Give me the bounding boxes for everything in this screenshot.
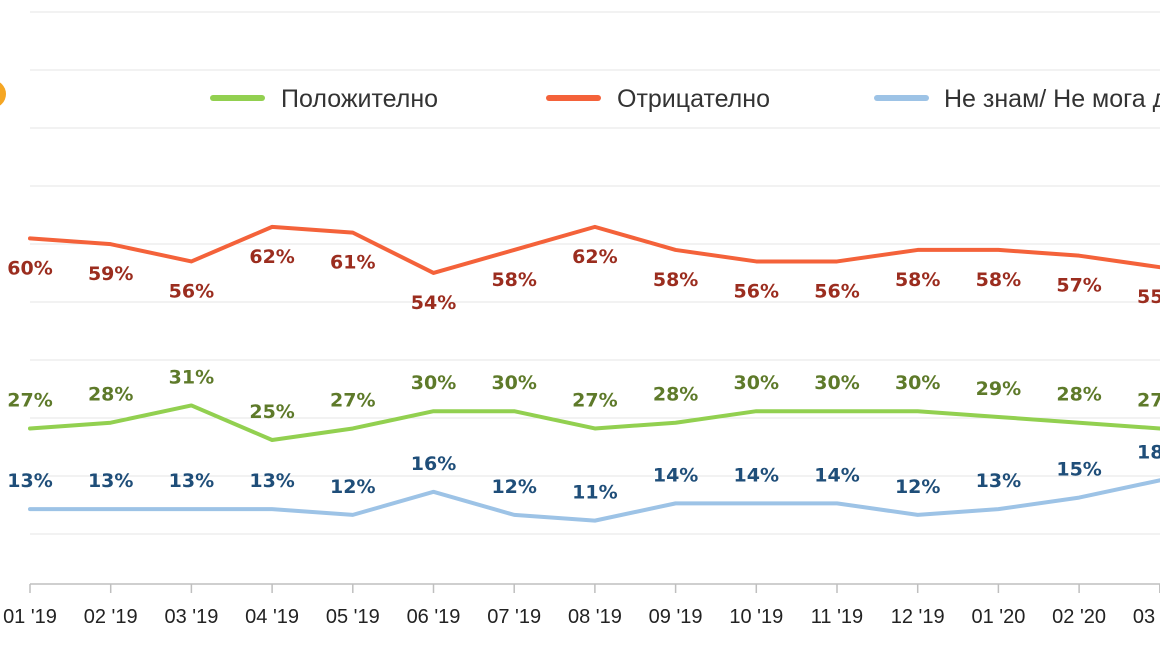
data-label: 25% xyxy=(249,401,294,423)
data-label: 27% xyxy=(330,389,375,411)
legend-label: Положително xyxy=(281,85,438,113)
data-label: 56% xyxy=(169,280,214,302)
data-label: 30% xyxy=(491,372,536,394)
data-label: 28% xyxy=(653,384,698,406)
data-label: 56% xyxy=(734,280,779,302)
data-label: 30% xyxy=(895,372,940,394)
data-label: 58% xyxy=(491,269,536,291)
data-label: 14% xyxy=(814,464,859,486)
data-label: 13% xyxy=(7,470,52,492)
data-label: 57% xyxy=(1056,275,1101,297)
x-tick-label: 12 '19 xyxy=(891,606,945,628)
x-tick-label: 07 '19 xyxy=(487,606,541,628)
x-tick-label: 02 '19 xyxy=(84,606,138,628)
data-label: 27% xyxy=(572,389,617,411)
data-label: 29% xyxy=(976,378,1021,400)
x-tick-label: 01 '19 xyxy=(3,606,57,628)
data-label: 27% xyxy=(1137,389,1160,411)
legend-label: Не знам/ Не мога да преценя xyxy=(944,85,1160,113)
data-label: 12% xyxy=(330,476,375,498)
data-label: 55% xyxy=(1137,286,1160,308)
x-tick-label: 05 '19 xyxy=(326,606,380,628)
data-label: 14% xyxy=(653,464,698,486)
data-label: 13% xyxy=(249,470,294,492)
data-label: 62% xyxy=(249,246,294,268)
data-label: 15% xyxy=(1056,459,1101,481)
x-tick-label: 04 '19 xyxy=(245,606,299,628)
data-label: 60% xyxy=(7,257,52,279)
data-label: 58% xyxy=(653,269,698,291)
data-label: 58% xyxy=(895,269,940,291)
data-label: 56% xyxy=(814,280,859,302)
data-label: 13% xyxy=(976,470,1021,492)
data-label: 18% xyxy=(1137,441,1160,463)
x-tick-label: 02 '20 xyxy=(1052,606,1106,628)
x-tick-label: 03 '19 xyxy=(164,606,218,628)
x-tick-label: 06 '19 xyxy=(407,606,461,628)
data-label: 54% xyxy=(411,292,456,314)
data-label: 62% xyxy=(572,246,617,268)
data-label: 28% xyxy=(1056,384,1101,406)
data-label: 12% xyxy=(895,476,940,498)
data-label: 16% xyxy=(411,453,456,475)
data-label: 31% xyxy=(169,366,214,388)
legend-label: Отрицателно xyxy=(617,85,770,113)
x-tick-label: 09 '19 xyxy=(649,606,703,628)
x-tick-label: 03 '20 xyxy=(1133,606,1160,628)
data-label: 59% xyxy=(88,263,133,285)
data-label: 30% xyxy=(734,372,779,394)
data-label: 30% xyxy=(814,372,859,394)
x-tick-label: 08 '19 xyxy=(568,606,622,628)
data-label: 13% xyxy=(169,470,214,492)
data-label: 12% xyxy=(491,476,536,498)
data-label: 14% xyxy=(734,464,779,486)
partial-marker-icon xyxy=(0,82,6,106)
x-tick-label: 10 '19 xyxy=(729,606,783,628)
data-label: 27% xyxy=(7,389,52,411)
x-tick-label: 11 '19 xyxy=(811,606,863,628)
data-label: 11% xyxy=(572,482,617,504)
data-label: 13% xyxy=(88,470,133,492)
data-label: 30% xyxy=(411,372,456,394)
data-label: 61% xyxy=(330,252,375,274)
x-tick-label: 01 '20 xyxy=(971,606,1025,628)
data-label: 28% xyxy=(88,384,133,406)
data-label: 58% xyxy=(976,269,1021,291)
